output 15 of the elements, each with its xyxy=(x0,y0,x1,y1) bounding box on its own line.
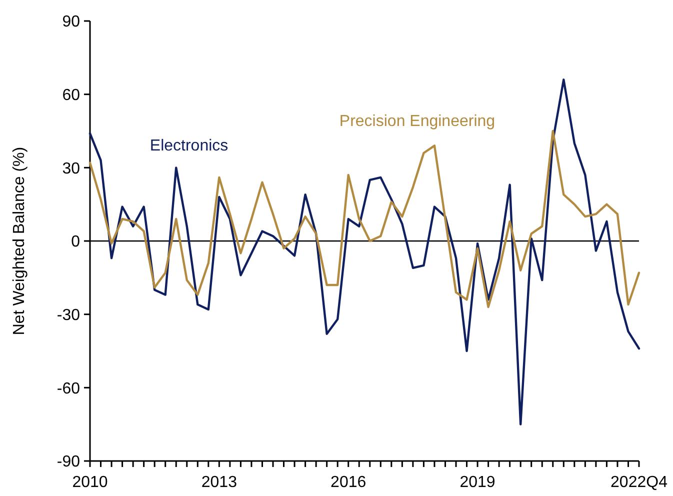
series-label: Electronics xyxy=(150,138,228,155)
y-axis-title: Net Weighted Balance (%) xyxy=(11,146,28,336)
y-tick-label: -90 xyxy=(56,454,80,471)
y-tick-label: 60 xyxy=(62,86,80,104)
y-tick-label: 0 xyxy=(71,234,80,251)
x-tick-label: 2016 xyxy=(330,474,366,491)
x-tick-label: 2013 xyxy=(201,474,238,491)
x-tick-label: 2022Q4 xyxy=(610,474,668,491)
y-tick-label: -60 xyxy=(56,380,80,398)
x-tick-label: 2019 xyxy=(460,474,496,491)
y-tick-label: -30 xyxy=(56,306,80,324)
x-tick-label: 2010 xyxy=(72,474,108,491)
y-tick-label: 90 xyxy=(62,14,80,31)
series-label: Precision Engineering xyxy=(339,113,496,130)
y-tick-label: 30 xyxy=(62,160,80,178)
